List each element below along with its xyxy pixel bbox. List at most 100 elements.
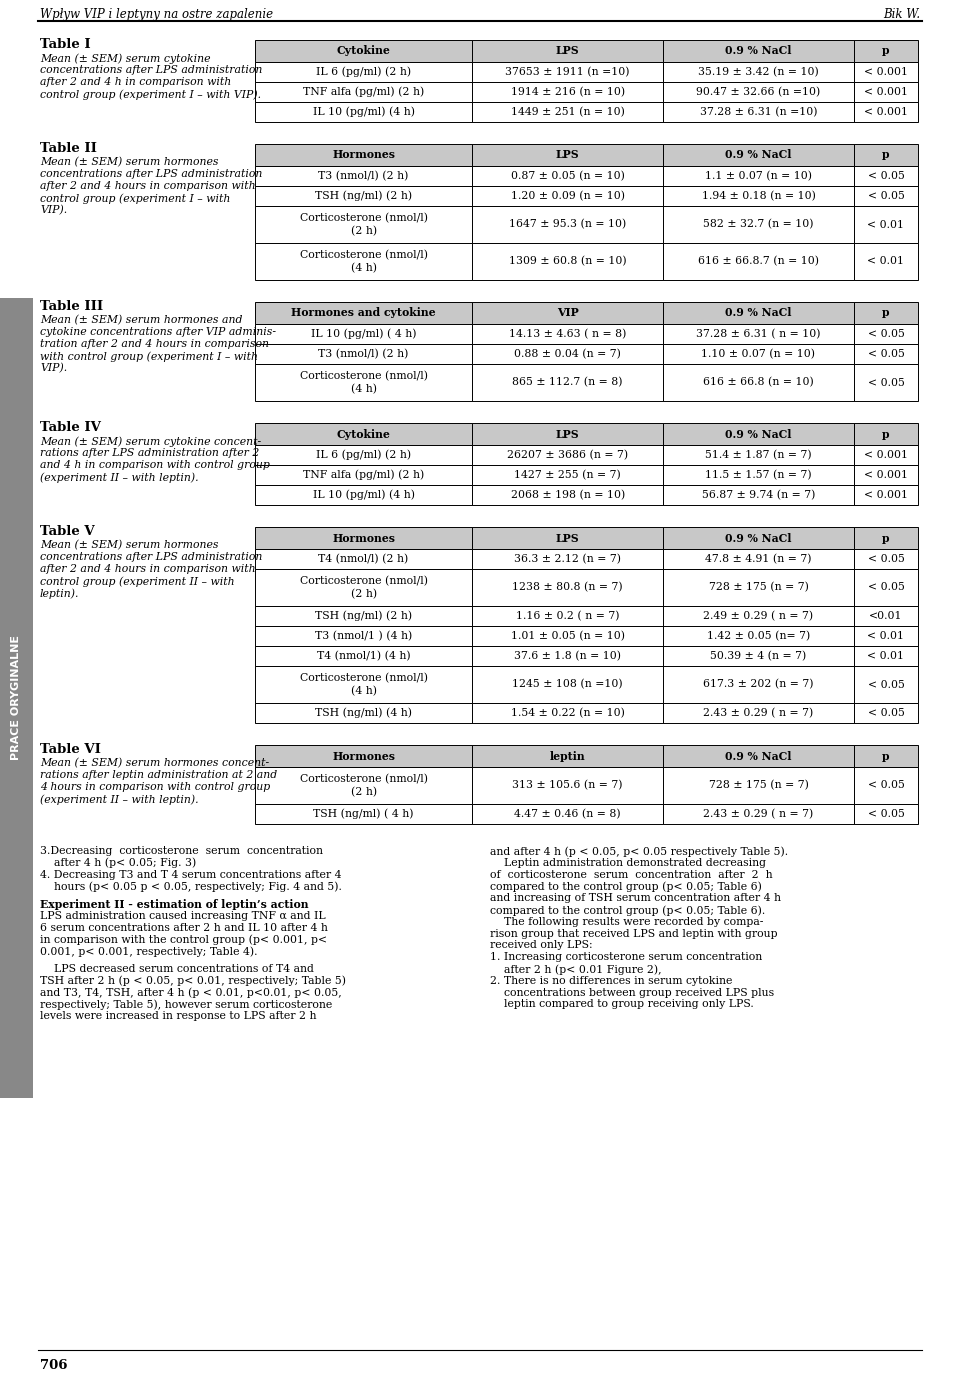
Text: p: p [882, 307, 890, 318]
Text: 56.87 ± 9.74 (n = 7): 56.87 ± 9.74 (n = 7) [702, 490, 815, 501]
Bar [663, 804, 853, 824]
Bar [853, 206, 918, 243]
Bar [853, 667, 918, 703]
Text: rations after leptin administration at 2 and: rations after leptin administration at 2… [40, 770, 277, 780]
Text: and T3, T4, TSH, after 4 h (p < 0.01, p<0.01, p< 0.05,: and T3, T4, TSH, after 4 h (p < 0.01, p<… [40, 987, 342, 999]
Bar [255, 768, 472, 804]
Text: Corticosterone (nmol/l)
(2 h): Corticosterone (nmol/l) (2 h) [300, 774, 427, 797]
Bar [255, 626, 472, 646]
Bar [472, 364, 663, 401]
Bar [255, 646, 472, 667]
Text: 37653 ± 1911 (n =10): 37653 ± 1911 (n =10) [505, 66, 630, 77]
Text: 1.54 ± 0.22 (n = 10): 1.54 ± 0.22 (n = 10) [511, 708, 625, 718]
Text: 728 ± 175 (n = 7): 728 ± 175 (n = 7) [708, 780, 808, 791]
Text: control group (experiment I – with: control group (experiment I – with [40, 194, 230, 203]
Text: 2.43 ± 0.29 ( n = 7): 2.43 ± 0.29 ( n = 7) [704, 809, 814, 819]
Bar [255, 301, 472, 324]
Text: LPS: LPS [556, 532, 580, 544]
Bar [472, 102, 663, 122]
Bar [255, 667, 472, 703]
Text: 0.9 % NaCl: 0.9 % NaCl [725, 307, 792, 318]
Bar [255, 185, 472, 206]
Bar [472, 745, 663, 768]
Bar [255, 82, 472, 102]
Text: 51.4 ± 1.87 (n = 7): 51.4 ± 1.87 (n = 7) [706, 449, 812, 461]
Text: TSH (ng/ml) (4 h): TSH (ng/ml) (4 h) [315, 708, 412, 718]
Text: leptin: leptin [550, 751, 586, 762]
Text: < 0.05: < 0.05 [868, 191, 904, 201]
Text: 1245 ± 108 (n =10): 1245 ± 108 (n =10) [513, 679, 623, 690]
Text: 616 ± 66.8 (n = 10): 616 ± 66.8 (n = 10) [703, 378, 814, 387]
Text: PRACE ORYGINALNE: PRACE ORYGINALNE [11, 636, 21, 761]
Bar [472, 667, 663, 703]
Text: Table V: Table V [40, 526, 95, 538]
Text: p: p [882, 429, 890, 440]
Text: levels were increased in response to LPS after 2 h: levels were increased in response to LPS… [40, 1011, 317, 1021]
Text: < 0.001: < 0.001 [864, 449, 908, 461]
Bar [853, 324, 918, 344]
Text: 37.28 ± 6.31 ( n = 10): 37.28 ± 6.31 ( n = 10) [696, 329, 821, 339]
Text: < 0.05: < 0.05 [868, 171, 904, 181]
Bar [255, 144, 472, 166]
Text: compared to the control group (p< 0.05; Table 6).: compared to the control group (p< 0.05; … [490, 904, 765, 916]
Text: 0.9 % NaCl: 0.9 % NaCl [725, 149, 792, 160]
Bar [853, 745, 918, 768]
Bar [853, 423, 918, 445]
Text: 2068 ± 198 (n = 10): 2068 ± 198 (n = 10) [511, 490, 625, 501]
Bar [255, 703, 472, 723]
Text: 0.9 % NaCl: 0.9 % NaCl [725, 429, 792, 440]
Text: < 0.001: < 0.001 [864, 66, 908, 77]
Bar [663, 527, 853, 549]
Bar [853, 243, 918, 279]
Bar [472, 606, 663, 626]
Bar [663, 626, 853, 646]
Text: 1.01 ± 0.05 (n = 10): 1.01 ± 0.05 (n = 10) [511, 631, 625, 642]
Text: Table VI: Table VI [40, 743, 101, 757]
Text: TNF alfa (pg/ml) (2 h): TNF alfa (pg/ml) (2 h) [303, 470, 424, 480]
Text: 1647 ± 95.3 (n = 10): 1647 ± 95.3 (n = 10) [509, 220, 626, 230]
Text: 728 ± 175 (n = 7): 728 ± 175 (n = 7) [708, 582, 808, 593]
Bar [472, 549, 663, 568]
Text: 1.1 ± 0.07 (n = 10): 1.1 ± 0.07 (n = 10) [705, 171, 812, 181]
Bar [853, 301, 918, 324]
Text: TNF alfa (pg/ml) (2 h): TNF alfa (pg/ml) (2 h) [303, 87, 424, 97]
Text: 36.3 ± 2.12 (n = 7): 36.3 ± 2.12 (n = 7) [515, 553, 621, 564]
Text: in comparison with the control group (p< 0.001, p<: in comparison with the control group (p<… [40, 935, 327, 945]
Text: 1. Increasing corticosterone serum concentration: 1. Increasing corticosterone serum conce… [490, 953, 762, 963]
Text: Cytokine: Cytokine [337, 429, 391, 440]
Text: TSH after 2 h (p < 0.05, p< 0.01, respectively; Table 5): TSH after 2 h (p < 0.05, p< 0.01, respec… [40, 976, 346, 986]
Text: 2.43 ± 0.29 ( n = 7): 2.43 ± 0.29 ( n = 7) [704, 708, 814, 718]
Text: 6 serum concentrations after 2 h and IL 10 after 4 h: 6 serum concentrations after 2 h and IL … [40, 922, 328, 932]
Text: TSH (ng/ml) ( 4 h): TSH (ng/ml) ( 4 h) [313, 809, 414, 819]
Text: concentrations after LPS administration: concentrations after LPS administration [40, 65, 262, 75]
Text: < 0.05: < 0.05 [868, 780, 904, 791]
Bar [255, 745, 472, 768]
Bar [663, 243, 853, 279]
Bar [255, 243, 472, 279]
Text: Hormones: Hormones [332, 751, 396, 762]
Text: IL 6 (pg/ml) (2 h): IL 6 (pg/ml) (2 h) [316, 449, 411, 461]
Text: rison group that received LPS and leptin with group: rison group that received LPS and leptin… [490, 928, 778, 939]
Bar [255, 606, 472, 626]
Bar [853, 485, 918, 505]
Text: 14.13 ± 4.63 ( n = 8): 14.13 ± 4.63 ( n = 8) [509, 329, 626, 339]
Text: Hormones and cytokine: Hormones and cytokine [291, 307, 436, 318]
Text: Mean (± SEM) serum hormones concent-: Mean (± SEM) serum hormones concent- [40, 758, 269, 769]
Text: 1.20 ± 0.09 (n = 10): 1.20 ± 0.09 (n = 10) [511, 191, 625, 201]
Bar [472, 243, 663, 279]
Text: IL 10 (pg/ml) (4 h): IL 10 (pg/ml) (4 h) [313, 490, 415, 501]
Bar [853, 549, 918, 568]
Bar [663, 465, 853, 485]
Text: after 2 and 4 hours in comparison with: after 2 and 4 hours in comparison with [40, 564, 255, 574]
Bar [853, 102, 918, 122]
Text: rations after LPS administration after 2: rations after LPS administration after 2 [40, 448, 259, 458]
Text: Corticosterone (nmol/l)
(2 h): Corticosterone (nmol/l) (2 h) [300, 213, 427, 236]
Bar [663, 82, 853, 102]
Bar [663, 485, 853, 505]
Bar [472, 185, 663, 206]
Text: T3 (nmol/l) (2 h): T3 (nmol/l) (2 h) [319, 171, 409, 181]
Bar [255, 423, 472, 445]
Text: Mean (± SEM) serum hormones and: Mean (± SEM) serum hormones and [40, 315, 243, 325]
Text: and after 4 h (p < 0.05, p< 0.05 respectively Table 5).: and after 4 h (p < 0.05, p< 0.05 respect… [490, 846, 788, 856]
Bar [663, 62, 853, 82]
